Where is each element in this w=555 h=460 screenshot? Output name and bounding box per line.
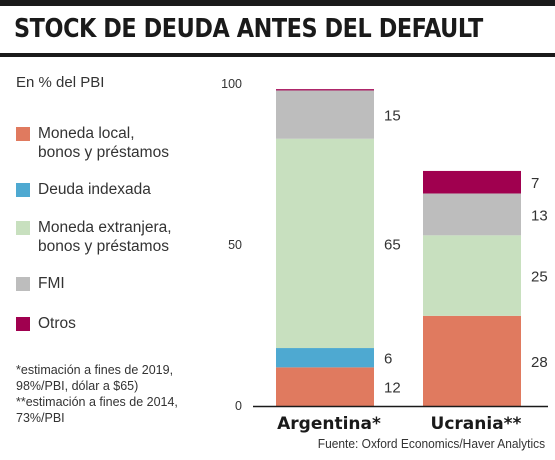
footnotes: *estimación a fines de 2019, 98%/PBI, dó… (16, 362, 216, 426)
category-label: Ucrania** (431, 414, 522, 434)
legend-item-fmi: FMI (16, 274, 65, 293)
data-label: 25 (531, 269, 548, 286)
y-tick-label: 50 (228, 238, 242, 252)
title-rule (0, 53, 555, 57)
legend-label-otros: Otros (38, 315, 76, 332)
legend-swatch-deuda-indexada (16, 183, 30, 197)
data-label: 7 (531, 175, 539, 192)
data-label: 28 (531, 354, 548, 371)
data-label: 6 (384, 351, 392, 368)
legend-item-deuda-indexada: Deuda indexada (16, 180, 151, 199)
bar-argentina-fmi (276, 90, 374, 139)
bar-ucrania-fmi (423, 193, 521, 236)
data-label: 15 (384, 108, 401, 125)
legend-label-fmi: FMI (38, 275, 65, 292)
bar-ucrania-moneda-local-bonos-y-prestamos (423, 315, 521, 406)
legend-item-otros: Otros (16, 314, 76, 333)
category-label: Argentina* (277, 414, 381, 434)
unit-label: En % del PBI (16, 74, 105, 91)
bar-argentina-moneda-local-bonos-y-prestamos (276, 367, 374, 406)
legend-item-moneda-local: Moneda local, bonos y préstamos (16, 124, 169, 162)
bar-ucrania-moneda-extranjera-bonos-y-prestamos (423, 235, 521, 316)
legend-swatch-moneda-local (16, 127, 30, 141)
bar-ucrania-otros (423, 170, 521, 194)
legend-label-deuda-indexada: Deuda indexada (38, 181, 151, 198)
source-note: Fuente: Oxford Economics/Haver Analytics (317, 436, 545, 451)
bar-argentina-moneda-extranjera-bonos-y-prestamos (276, 138, 374, 349)
data-label: 13 (531, 207, 548, 224)
bar-argentina-deuda-indexada (276, 348, 374, 368)
data-label: 65 (384, 236, 401, 253)
bar-argentina-otros (276, 89, 374, 91)
legend-swatch-moneda-extranjera (16, 221, 30, 235)
footnote-argentina: *estimación a fines de 2019, 98%/PBI, dó… (16, 363, 174, 393)
legend-label-moneda-local: Moneda local, bonos y préstamos (38, 125, 169, 161)
legend-swatch-fmi (16, 277, 30, 291)
y-tick-label: 0 (235, 399, 242, 413)
legend-swatch-otros (16, 317, 30, 331)
chart-title: STOCK DE DEUDA ANTES DEL DEFAULT (14, 14, 483, 44)
top-rule (0, 0, 555, 6)
footnote-ucrania: **estimación a fines de 2014, 73%/PBI (16, 395, 178, 425)
legend-item-moneda-extranjera: Moneda extranjera, bonos y préstamos (16, 218, 172, 256)
data-label: 12 (384, 380, 401, 397)
y-tick-label: 100 (221, 77, 242, 91)
legend-label-moneda-extranjera: Moneda extranjera, bonos y préstamos (38, 219, 172, 255)
